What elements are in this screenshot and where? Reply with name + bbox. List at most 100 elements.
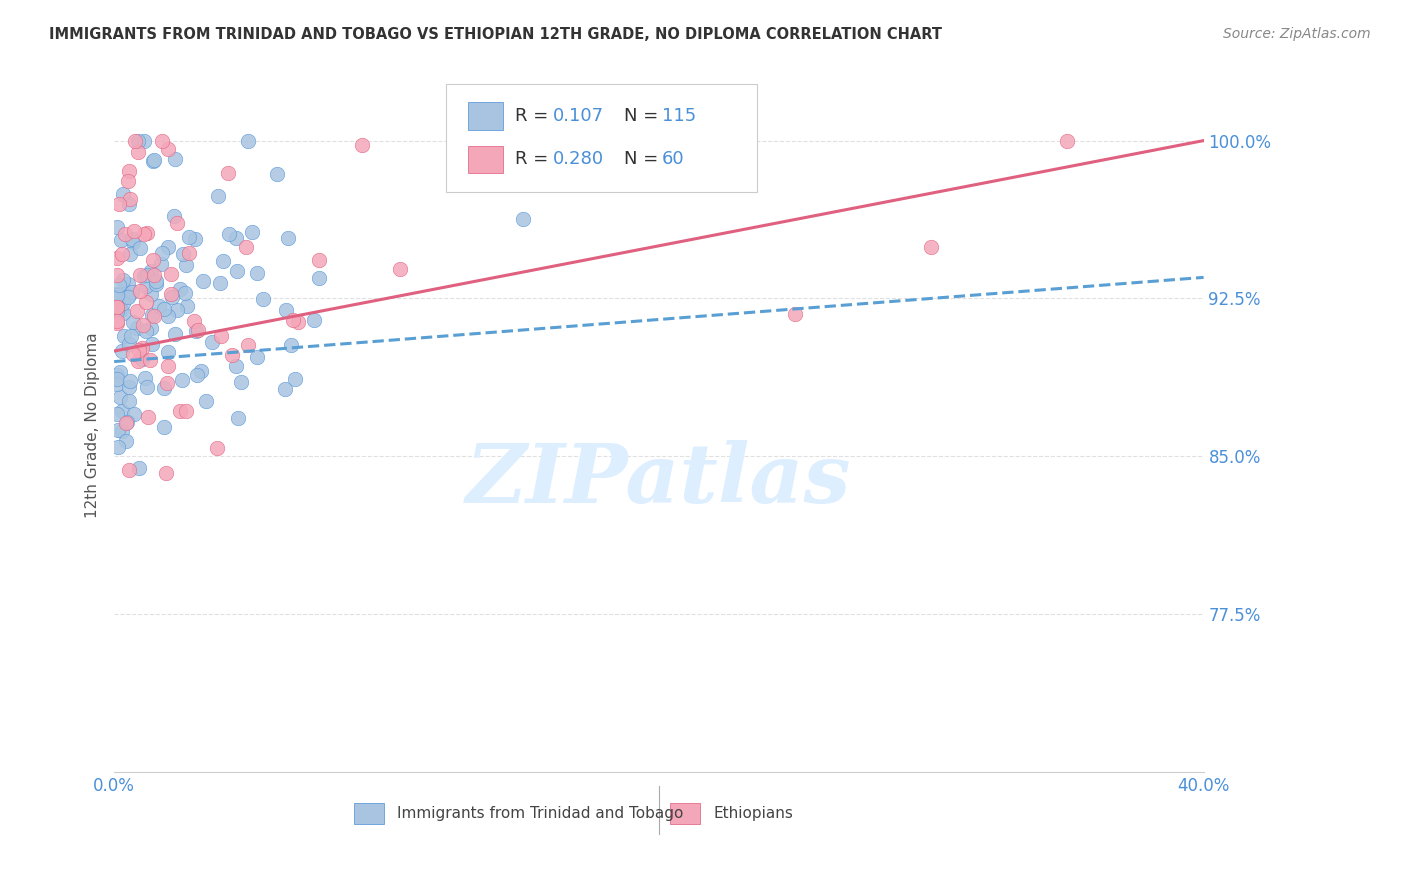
Point — [107, 423, 129, 437]
Point — [141, 264, 163, 278]
Point — [157, 142, 180, 156]
Point — [105, 268, 128, 283]
Point — [208, 277, 231, 291]
Point — [783, 307, 806, 321]
Point — [135, 380, 157, 394]
Point — [238, 134, 260, 148]
Point — [110, 365, 132, 379]
Point — [118, 463, 141, 477]
Point — [274, 382, 297, 396]
Text: ZIPatlas: ZIPatlas — [467, 441, 852, 520]
Point — [170, 373, 193, 387]
Point — [131, 341, 153, 355]
Point — [128, 461, 150, 475]
Point — [207, 189, 229, 203]
Point — [122, 347, 145, 361]
Point — [105, 303, 128, 318]
FancyBboxPatch shape — [447, 85, 756, 192]
Point — [105, 372, 128, 386]
Point — [150, 134, 173, 148]
Point — [108, 278, 131, 293]
Text: 115: 115 — [662, 107, 696, 125]
Point — [221, 348, 243, 362]
Point — [252, 292, 274, 306]
Point — [105, 377, 128, 392]
Point — [105, 368, 128, 382]
Point — [141, 287, 163, 301]
Point — [115, 434, 138, 448]
Point — [150, 246, 173, 260]
Point — [156, 240, 179, 254]
Point — [155, 466, 177, 480]
Point — [110, 297, 132, 311]
Point — [107, 197, 129, 211]
Point — [117, 277, 139, 292]
Point — [157, 359, 180, 373]
Point — [134, 268, 156, 283]
Point — [135, 294, 157, 309]
Point — [207, 441, 229, 455]
Point — [177, 230, 200, 244]
Point — [153, 302, 176, 317]
Point — [112, 329, 135, 343]
Point — [308, 253, 330, 268]
Point — [135, 324, 157, 338]
Point — [148, 299, 170, 313]
Point — [287, 315, 309, 329]
Point — [111, 404, 134, 418]
Point — [159, 286, 181, 301]
Point — [226, 264, 249, 278]
Point — [142, 268, 165, 282]
Point — [117, 290, 139, 304]
Point — [105, 291, 128, 305]
Point — [136, 226, 159, 240]
Point — [114, 416, 136, 430]
Point — [153, 420, 176, 434]
Point — [111, 424, 134, 438]
Point — [217, 166, 239, 180]
Point — [129, 241, 152, 255]
Point — [110, 233, 132, 247]
Point — [120, 246, 142, 260]
Point — [112, 305, 135, 319]
Point — [118, 192, 141, 206]
Point — [150, 257, 173, 271]
Point — [131, 352, 153, 367]
Point — [120, 375, 142, 389]
Point — [920, 240, 942, 254]
Point — [105, 314, 128, 328]
Text: R =: R = — [515, 107, 554, 125]
Point — [212, 254, 235, 268]
Point — [115, 415, 138, 429]
Text: Ethiopians: Ethiopians — [713, 806, 793, 822]
Point — [225, 359, 247, 374]
Point — [120, 328, 142, 343]
Point — [277, 231, 299, 245]
Point — [117, 289, 139, 303]
Point — [122, 235, 145, 250]
FancyBboxPatch shape — [669, 803, 700, 824]
Point — [114, 227, 136, 242]
Point — [124, 224, 146, 238]
Point — [139, 353, 162, 368]
Point — [153, 381, 176, 395]
Point — [121, 315, 143, 329]
Point — [111, 246, 134, 260]
Point — [111, 344, 134, 359]
Point — [276, 302, 298, 317]
Point — [174, 258, 197, 272]
Point — [110, 303, 132, 318]
Point — [135, 278, 157, 293]
Y-axis label: 12th Grade, No Diploma: 12th Grade, No Diploma — [86, 332, 100, 517]
Point — [184, 232, 207, 246]
Point — [118, 380, 141, 394]
Point — [165, 326, 187, 341]
Point — [143, 153, 166, 168]
Point — [105, 301, 128, 315]
Point — [132, 318, 155, 333]
Point — [145, 274, 167, 288]
Point — [118, 197, 141, 211]
Point — [209, 329, 232, 343]
Point — [142, 154, 165, 169]
Point — [127, 354, 149, 368]
